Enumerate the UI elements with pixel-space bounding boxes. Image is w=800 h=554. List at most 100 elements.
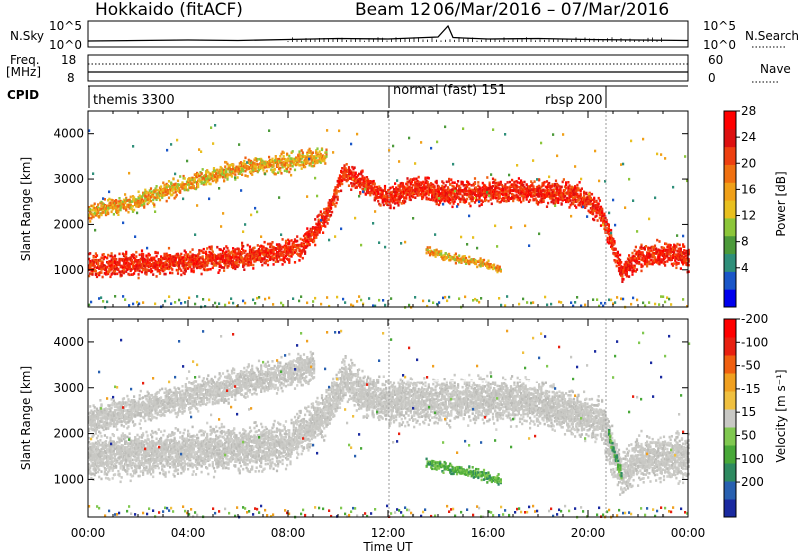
scatter-cell — [359, 182, 362, 185]
noise-ytick-top: 10^5 — [49, 19, 82, 33]
scatter-cell — [167, 196, 171, 200]
scatter-cell — [300, 252, 303, 255]
scatter-cell — [163, 268, 166, 272]
scatter-cell — [260, 249, 263, 252]
scatter-cell — [256, 257, 259, 261]
scatter-cell — [459, 188, 462, 192]
scatter-cell — [468, 187, 471, 190]
scatter-cell — [481, 200, 484, 203]
freq-panel-frame — [87, 54, 689, 82]
scatter-cell — [601, 211, 604, 214]
scatter-cell — [138, 261, 141, 265]
scatter-cell — [324, 217, 327, 221]
scatter-cell — [157, 269, 160, 272]
scatter-cell — [575, 206, 578, 209]
scatter-cell — [193, 265, 196, 268]
scatter-cell — [598, 199, 601, 202]
scatter-cell — [146, 256, 149, 260]
scatter-cell — [99, 266, 102, 269]
scatter-cell — [414, 181, 417, 185]
scatter-cell — [135, 250, 138, 254]
scatter-cell — [443, 185, 446, 189]
scatter-cell — [338, 174, 342, 177]
scatter-cell — [521, 194, 524, 198]
scatter-cell — [131, 255, 135, 258]
scatter-cell — [523, 195, 526, 199]
scatter-cell — [369, 191, 372, 195]
scatter-cell — [211, 258, 214, 262]
scatter-cell — [648, 250, 651, 253]
scatter-cell — [593, 196, 596, 200]
scatter-cell — [452, 196, 455, 200]
scatter-cell — [236, 265, 239, 269]
scatter-cell — [174, 190, 177, 194]
scatter-cell — [545, 180, 549, 183]
scatter-cell — [95, 254, 99, 257]
scatter-cell — [202, 251, 205, 254]
scatter-cell — [225, 245, 228, 248]
scatter-cell — [347, 166, 351, 169]
scatter-cell — [292, 248, 295, 252]
scatter-cell — [127, 210, 130, 214]
scatter-cell — [198, 249, 201, 252]
noise-sky-line — [87, 24, 689, 42]
scatter-cell — [669, 244, 672, 247]
scatter-cell — [422, 189, 425, 192]
scatter-cell — [502, 190, 505, 194]
scatter-cell — [593, 218, 596, 222]
scatter-cell — [610, 228, 613, 232]
scatter-cell — [200, 249, 203, 253]
scatter-cell — [314, 231, 317, 235]
scatter-cell — [475, 199, 478, 202]
scatter-cell — [441, 184, 444, 188]
scatter-cell — [656, 238, 659, 242]
scatter-cell — [91, 269, 94, 272]
scatter-cell — [193, 260, 196, 264]
scatter-cell — [277, 171, 280, 174]
scatter-cell — [229, 256, 232, 259]
scatter-cell — [284, 244, 288, 248]
scatter-cell — [316, 233, 319, 236]
scatter-cell — [622, 278, 625, 281]
scatter-cell — [187, 188, 190, 192]
scatter-cell — [319, 226, 322, 229]
scatter-cell — [115, 265, 118, 268]
scatter-cell — [428, 189, 432, 192]
scatter-cell — [134, 269, 137, 273]
scatter-cell — [675, 266, 678, 270]
scatter-cell — [288, 240, 291, 243]
scatter-cell — [247, 261, 250, 264]
scatter-cell — [436, 187, 439, 191]
scatter-cell — [157, 258, 160, 261]
scatter-cell — [466, 197, 469, 201]
scatter-cell — [180, 269, 183, 272]
scatter-cell — [333, 195, 336, 198]
scatter-cell — [163, 183, 166, 187]
scatter-cell — [417, 180, 420, 184]
scatter-cell — [318, 223, 321, 226]
scatter-cell — [281, 157, 284, 161]
scatter-cell — [144, 262, 147, 265]
scatter-cell — [491, 177, 495, 181]
scatter-cell — [463, 183, 466, 187]
scatter-cell — [427, 193, 430, 197]
scatter-cell — [219, 248, 222, 252]
scatter-cell — [671, 256, 675, 260]
scatter-cell — [256, 253, 259, 257]
scatter-cell — [325, 216, 328, 220]
scatter-cell — [179, 267, 182, 271]
scatter-cell — [126, 268, 129, 271]
scatter-cell — [155, 188, 158, 192]
scatter-cell — [194, 259, 198, 263]
scatter-cell — [223, 269, 226, 272]
scatter-cell — [480, 192, 483, 195]
scatter-cell — [256, 244, 259, 247]
scatter-cell — [180, 261, 183, 265]
scatter-cell — [111, 264, 114, 267]
scatter-cell — [111, 266, 114, 270]
scatter-cell — [560, 202, 563, 205]
scatter-cell — [578, 181, 581, 184]
scatter-cell — [189, 250, 192, 254]
scatter-cell — [102, 253, 105, 256]
scatter-cell — [386, 192, 389, 195]
